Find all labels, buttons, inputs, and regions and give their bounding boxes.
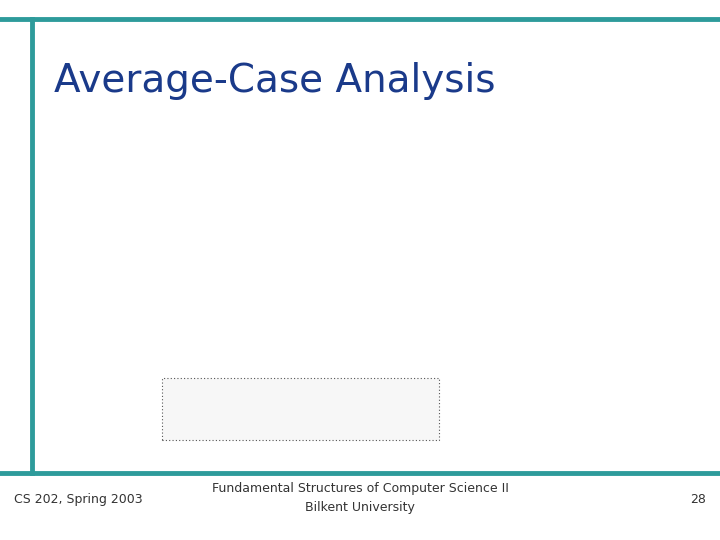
FancyBboxPatch shape (162, 378, 439, 440)
Text: CS 202, Spring 2003: CS 202, Spring 2003 (14, 493, 143, 506)
Text: Average-Case Analysis: Average-Case Analysis (54, 62, 495, 100)
Text: Fundamental Structures of Computer Science II: Fundamental Structures of Computer Scien… (212, 482, 508, 495)
Text: Bilkent University: Bilkent University (305, 501, 415, 514)
Text: 28: 28 (690, 493, 706, 506)
